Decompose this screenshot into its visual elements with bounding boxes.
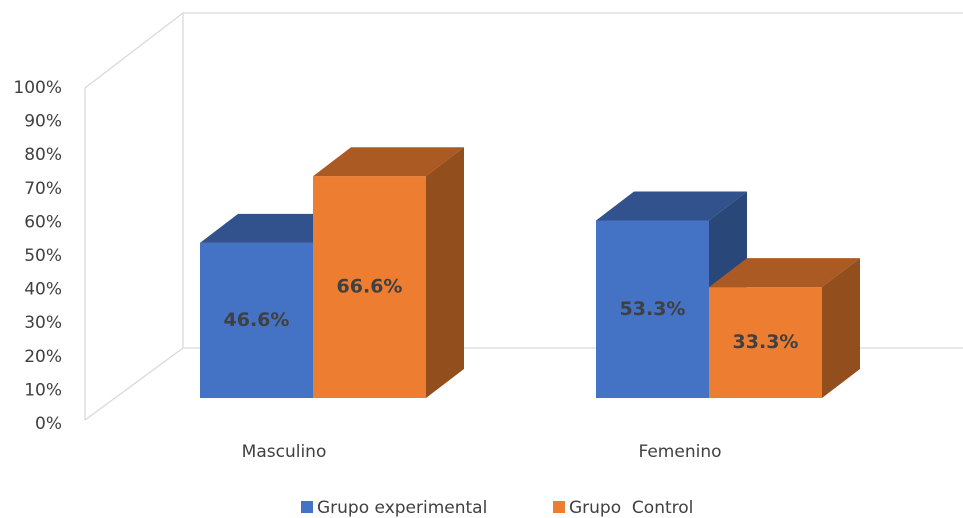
y-tick-label: 0% — [35, 414, 62, 434]
y-tick-label: 10% — [24, 380, 62, 400]
bar-top — [709, 258, 860, 288]
y-tick-label: 100% — [13, 78, 62, 98]
y-tick-label: 50% — [24, 246, 62, 266]
data-label: 66.6% — [337, 276, 403, 298]
y-tick-label: 40% — [24, 280, 62, 300]
data-label: 33.3% — [733, 331, 799, 353]
y-tick-label: 60% — [24, 212, 62, 232]
bar-front — [709, 287, 822, 398]
x-tick-label: Femenino — [639, 442, 722, 462]
bar-front — [313, 176, 426, 398]
bar — [709, 258, 860, 398]
x-tick-label: Masculino — [242, 442, 327, 462]
bar-top — [313, 147, 464, 177]
y-tick-label: 20% — [24, 347, 62, 367]
bar — [313, 147, 464, 398]
legend-swatch — [301, 501, 313, 513]
legend-label: Grupo Control — [569, 498, 693, 518]
bar-front — [200, 242, 313, 398]
data-label: 46.6% — [224, 309, 290, 331]
legend-label: Grupo experimental — [317, 498, 487, 518]
data-label: 53.3% — [620, 298, 686, 320]
bar-top — [596, 191, 747, 221]
y-tick-label: 80% — [24, 145, 62, 165]
y-tick-label: 30% — [24, 313, 62, 333]
y-tick-label: 70% — [24, 179, 62, 199]
wall-outline — [84, 12, 963, 420]
legend-swatch — [553, 501, 565, 513]
bar-side — [822, 258, 860, 398]
bar-side — [426, 147, 464, 398]
bar-front — [596, 220, 709, 398]
y-tick-label: 90% — [24, 112, 62, 132]
